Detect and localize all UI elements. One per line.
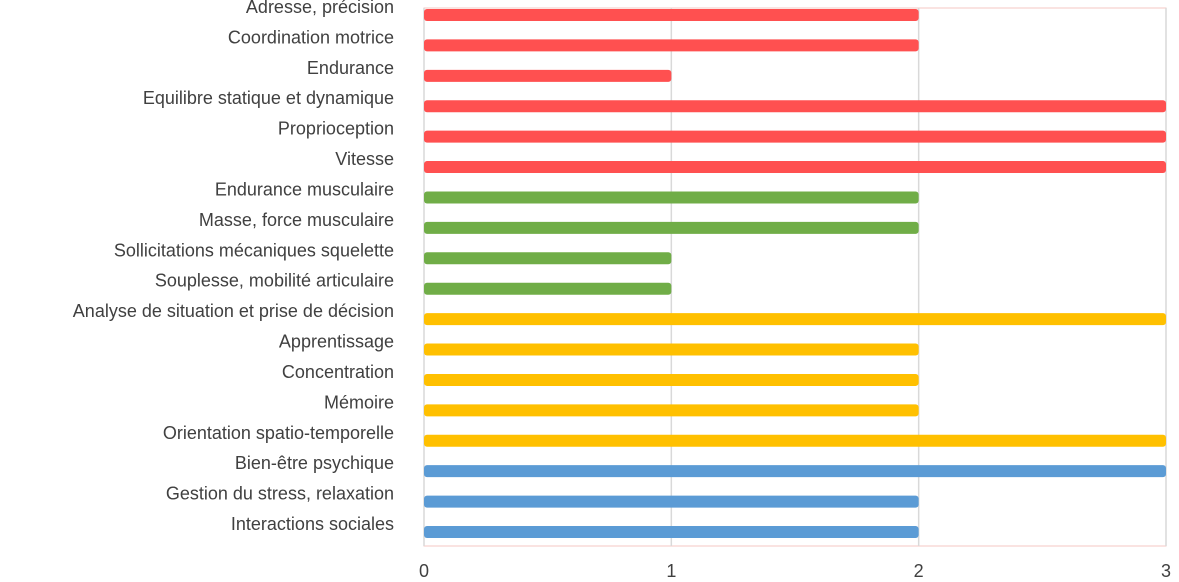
- x-tick-label-1: 1: [666, 561, 676, 581]
- category-label-14: Orientation spatio-temporelle: [163, 423, 394, 443]
- bars: [424, 9, 1166, 538]
- category-label-7: Masse, force musculaire: [199, 210, 394, 230]
- bar-15: [424, 465, 1166, 478]
- bar-12: [424, 373, 919, 386]
- bar-4: [424, 130, 1166, 143]
- x-tick-label-3: 3: [1161, 561, 1171, 581]
- x-axis-tick-labels: 0 1 2 3: [419, 561, 1171, 581]
- bar-11: [424, 343, 919, 356]
- category-label-2: Endurance: [307, 58, 394, 78]
- category-label-17: Interactions sociales: [231, 514, 394, 534]
- category-label-16: Gestion du stress, relaxation: [166, 484, 394, 504]
- category-label-4: Proprioception: [278, 119, 394, 139]
- category-label-5: Vitesse: [335, 149, 394, 169]
- category-label-8: Sollicitations mécaniques squelette: [114, 240, 394, 260]
- category-label-12: Concentration: [282, 362, 394, 382]
- bar-14: [424, 434, 1166, 447]
- bar-2: [424, 69, 672, 82]
- bar-6: [424, 191, 919, 204]
- x-tick-label-2: 2: [914, 561, 924, 581]
- grid: [423, 7, 1167, 547]
- category-label-9: Souplesse, mobilité articulaire: [155, 271, 394, 291]
- bar-13: [424, 404, 919, 417]
- category-label-6: Endurance musculaire: [215, 179, 394, 199]
- bar-7: [424, 221, 919, 234]
- bar-0: [424, 9, 919, 21]
- category-label-1: Coordination motrice: [228, 27, 394, 47]
- category-label-11: Apprentissage: [279, 332, 394, 352]
- bar-5: [424, 161, 1166, 174]
- category-label-15: Bien-être psychique: [235, 453, 394, 473]
- bar-10: [424, 313, 1166, 326]
- category-label-13: Mémoire: [324, 392, 394, 412]
- category-labels: Adresse, précision Coordination motrice En…: [73, 0, 394, 534]
- bar-8: [424, 252, 672, 265]
- category-label-10: Analyse de situation et prise de décisio…: [73, 301, 394, 321]
- category-label-3: Equilibre statique et dynamique: [143, 88, 394, 108]
- category-label-0: Adresse, précision: [246, 0, 394, 17]
- bar-1: [424, 39, 919, 52]
- bar-17: [424, 526, 919, 538]
- x-tick-label-0: 0: [419, 561, 429, 581]
- bar-9: [424, 282, 672, 295]
- bar-16: [424, 495, 919, 508]
- bar-3: [424, 100, 1166, 113]
